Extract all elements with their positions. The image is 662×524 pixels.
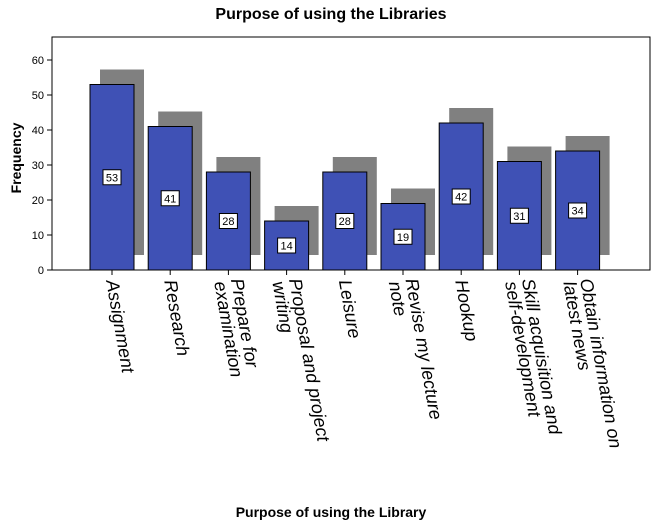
data-label: 41	[164, 193, 176, 205]
data-label-box	[451, 188, 471, 205]
chart-title: Purpose of using the Libraries	[215, 6, 447, 23]
y-tick-label: 50	[32, 90, 44, 102]
x-axis-title: Purpose of using the Library	[235, 504, 427, 520]
data-label: 28	[222, 216, 234, 228]
svg-text:Assignment: Assignment	[102, 277, 138, 375]
svg-text:Obtain information onlatest ne: Obtain information onlatest news	[559, 277, 625, 453]
data-label-box	[509, 207, 529, 224]
category-label: Skill acquisition andself-development	[501, 277, 565, 440]
data-label-box	[277, 237, 297, 254]
svg-text:Revise my lecturenote: Revise my lecturenote	[385, 277, 446, 424]
category-label: Hookup	[451, 278, 481, 343]
data-label: 34	[571, 206, 583, 218]
data-label: 28	[339, 216, 351, 228]
data-label-box	[160, 190, 180, 207]
y-tick-label: 40	[32, 125, 44, 137]
svg-text:Prepare forexamination: Prepare forexamination	[210, 277, 263, 379]
category-label: Proposal and projectwriting	[268, 277, 333, 447]
category-label: Revise my lecturenote	[385, 277, 446, 424]
svg-text:Leisure: Leisure	[335, 278, 365, 340]
data-label-box	[102, 169, 122, 186]
category-label: Assignment	[102, 277, 138, 375]
category-label: Obtain information onlatest news	[559, 277, 625, 453]
y-tick-label: 10	[32, 230, 44, 242]
svg-text:Hookup: Hookup	[451, 278, 481, 343]
category-label: Prepare forexamination	[210, 277, 263, 379]
category-label: Research	[160, 278, 193, 357]
data-label-box	[568, 202, 588, 219]
data-label: 42	[455, 192, 467, 204]
data-label: 19	[397, 232, 409, 244]
y-tick-label: 0	[38, 265, 44, 277]
svg-text:Research: Research	[160, 278, 193, 357]
data-label: 14	[280, 241, 292, 253]
data-label: 53	[106, 172, 118, 184]
y-tick-label: 30	[32, 160, 44, 172]
data-label-box	[393, 228, 413, 245]
y-tick-label: 60	[32, 55, 44, 67]
data-label-box	[218, 213, 238, 229]
data-label-box	[335, 213, 355, 229]
category-label: Leisure	[335, 278, 365, 340]
svg-text:Proposal and projectwriting: Proposal and projectwriting	[268, 277, 333, 447]
y-tick-label: 20	[32, 195, 44, 207]
svg-text:Skill acquisition andself-deve: Skill acquisition andself-development	[501, 277, 565, 440]
data-label: 31	[513, 211, 525, 223]
